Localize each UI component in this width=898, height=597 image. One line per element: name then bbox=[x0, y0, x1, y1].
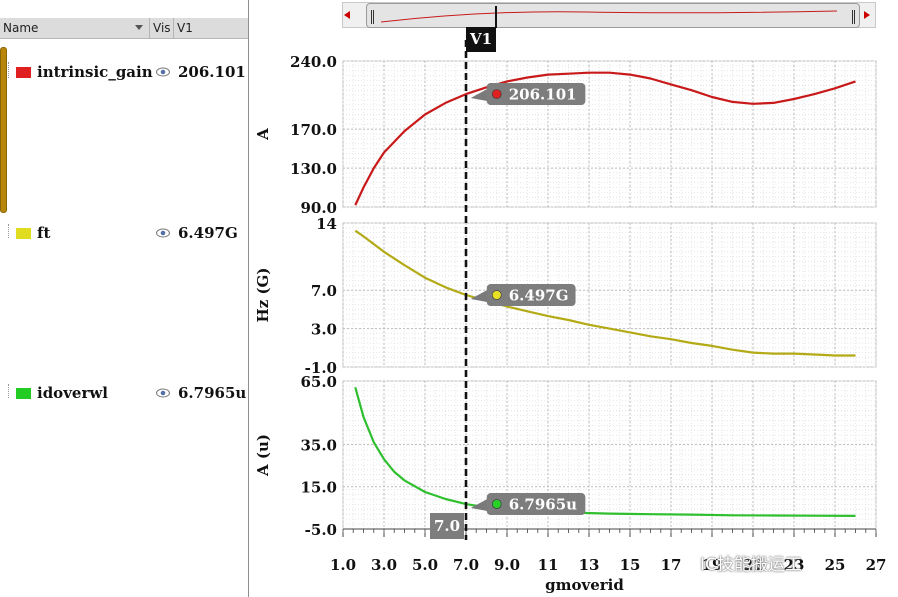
x-tick-label: 25 bbox=[825, 556, 846, 574]
x-tick-label: 15 bbox=[620, 556, 641, 574]
vis-column-label: Vis bbox=[153, 21, 171, 35]
x-tick-label: 1.0 bbox=[330, 556, 356, 574]
x-tick-label: 11 bbox=[538, 556, 559, 574]
signal-name: intrinsic_gain bbox=[37, 63, 153, 81]
tooltip-value-label: 6.497G bbox=[509, 287, 569, 305]
tooltip-value-label: 6.7965u bbox=[509, 496, 577, 514]
signal-value: 6.497G bbox=[178, 224, 238, 242]
x-tick-label: 13 bbox=[579, 556, 600, 574]
color-swatch bbox=[16, 388, 31, 399]
x-tick-label: 23 bbox=[784, 556, 805, 574]
y-tick-label: 130.0 bbox=[290, 160, 337, 178]
marker-dot bbox=[491, 499, 502, 509]
color-swatch bbox=[16, 228, 31, 239]
overview-trace bbox=[380, 10, 838, 23]
tree-connector bbox=[8, 224, 9, 238]
x-tick-label: 17 bbox=[661, 556, 682, 574]
overview-cursor-line bbox=[495, 6, 497, 28]
eye-icon[interactable] bbox=[156, 228, 170, 238]
y-tick-label: 14 bbox=[316, 215, 337, 233]
name-column-label: Name bbox=[3, 21, 39, 35]
signal-value: 206.101 bbox=[178, 63, 246, 81]
color-swatch bbox=[16, 67, 31, 78]
sort-chevron-down-icon[interactable] bbox=[135, 25, 143, 30]
y-axis-label: A (u) bbox=[254, 434, 272, 477]
y-axis-label: Hz (G) bbox=[254, 268, 272, 323]
tooltip-value-label: 206.101 bbox=[509, 85, 577, 103]
y-tick-label: 15.0 bbox=[300, 479, 337, 497]
signal-name: idoverwl bbox=[37, 384, 108, 402]
series-line-intrinsic_gain bbox=[354, 71, 856, 206]
signal-table-header: Name Vis V1 bbox=[0, 18, 248, 39]
y-tick-label: 3.0 bbox=[311, 321, 337, 339]
tree-connector bbox=[8, 384, 9, 398]
signal-value: 6.7965u bbox=[178, 384, 247, 402]
value-tooltip bbox=[486, 82, 586, 105]
x-tick-label: 3.0 bbox=[371, 556, 397, 574]
v1-column-header[interactable]: V1 bbox=[174, 18, 248, 38]
signal-row-ft[interactable]: ft 6.497G bbox=[0, 222, 248, 246]
cursor-x-readout: 7.0 bbox=[434, 517, 460, 535]
value-tooltip bbox=[486, 284, 576, 307]
x-tick-label: 27 bbox=[866, 556, 887, 574]
eye-icon[interactable] bbox=[156, 388, 170, 398]
x-axis-label: gmoverid bbox=[545, 576, 624, 594]
x-tick-label: 19 bbox=[702, 556, 723, 574]
x-tick-label: 9.0 bbox=[494, 556, 520, 574]
vis-column-header[interactable]: Vis bbox=[150, 18, 174, 38]
v1-column-label: V1 bbox=[177, 21, 193, 35]
x-tick-label: 5.0 bbox=[412, 556, 438, 574]
scroll-left-arrow-icon[interactable] bbox=[344, 11, 350, 19]
name-column-header[interactable]: Name bbox=[0, 18, 150, 38]
overview-scroll-handle[interactable] bbox=[366, 3, 860, 28]
marker-dot bbox=[491, 290, 502, 300]
signal-browser-panel: Name Vis V1 intrinsic_gain 206.101 ft 6.… bbox=[0, 0, 249, 597]
scroll-right-arrow-icon[interactable] bbox=[864, 11, 870, 19]
cursor-x-readout-box bbox=[430, 513, 464, 539]
tree-connector bbox=[8, 62, 9, 78]
y-tick-label: -5.0 bbox=[305, 521, 337, 539]
y-tick-label: 90.0 bbox=[300, 199, 337, 217]
signal-row-idoverwl[interactable]: idoverwl 6.7965u bbox=[0, 382, 248, 406]
selection-marker bbox=[0, 47, 7, 213]
y-tick-label: -1.0 bbox=[305, 359, 337, 377]
value-tooltip bbox=[486, 493, 586, 516]
y-tick-label: 7.0 bbox=[311, 282, 337, 300]
y-axis-label: A bbox=[254, 128, 272, 141]
watermark-text: IC技能搬运工 bbox=[700, 555, 802, 575]
right-grip-handle[interactable] bbox=[852, 10, 855, 24]
marker-dot bbox=[491, 89, 502, 99]
signal-name: ft bbox=[37, 224, 51, 242]
eye-icon[interactable] bbox=[156, 67, 170, 77]
x-tick-label: 21 bbox=[743, 556, 764, 574]
y-tick-label: 240.0 bbox=[290, 53, 337, 71]
x-tick-label: 7.0 bbox=[453, 556, 479, 574]
y-tick-label: 170.0 bbox=[290, 121, 337, 139]
series-line-ft bbox=[354, 229, 856, 357]
left-grip-handle[interactable] bbox=[371, 10, 374, 24]
y-tick-label: 65.0 bbox=[300, 373, 337, 391]
signal-row-intrinsic-gain[interactable]: intrinsic_gain 206.101 bbox=[0, 61, 248, 85]
cursor-label[interactable]: V1 bbox=[466, 27, 496, 52]
y-tick-label: 35.0 bbox=[300, 436, 337, 454]
